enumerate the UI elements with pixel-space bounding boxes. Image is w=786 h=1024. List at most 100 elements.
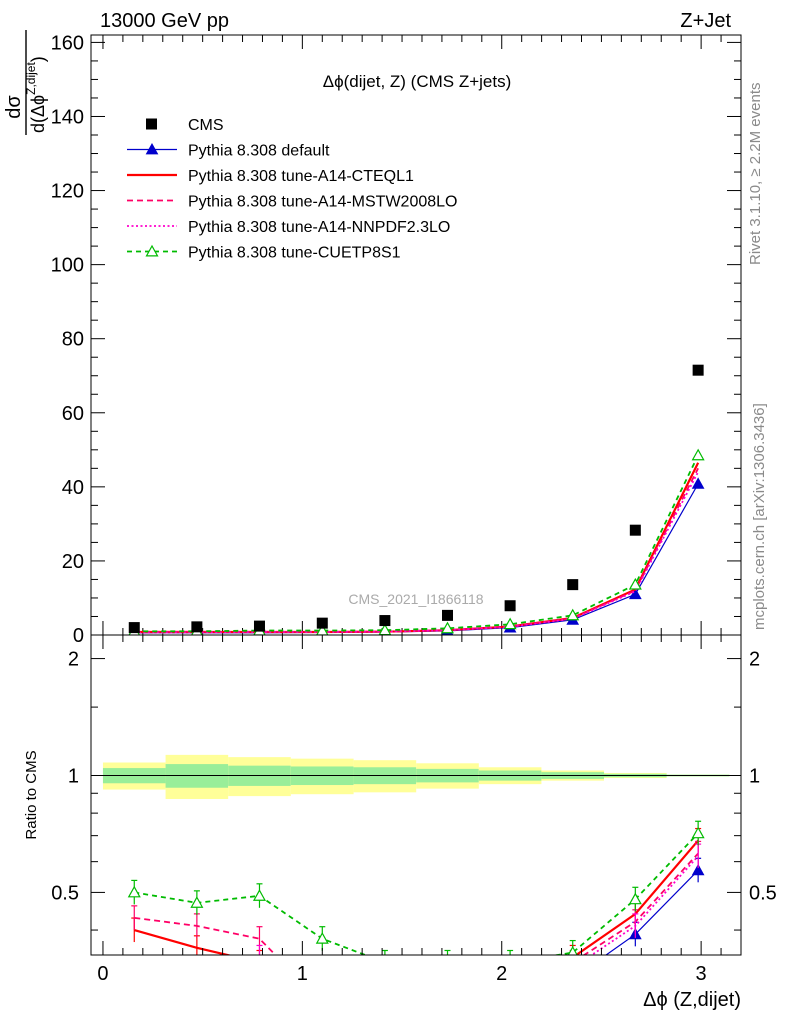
legend-marker-data <box>146 118 157 130</box>
ratio-ylabel: Ratio to CMS <box>23 750 40 839</box>
ratio-series-Pythia 8.308 tune-A14-CTEQL1 <box>131 827 702 955</box>
header-left: 13000 GeV pp <box>100 10 229 32</box>
ratio-series <box>127 820 705 1014</box>
ratio-point <box>191 991 202 1001</box>
ratio-line <box>133 839 699 955</box>
legend-marker <box>145 142 159 155</box>
series-point <box>440 621 455 634</box>
series-line <box>134 467 699 633</box>
legend: CMS Pythia 8.308 default Pythia 8.308 tune… <box>127 117 457 262</box>
ratio-point <box>567 973 578 983</box>
ratio-ytick-label-right: 1 <box>749 765 760 787</box>
ytick-label: 140 <box>51 106 84 128</box>
ratio-line <box>134 852 699 955</box>
ratio-series-Pythia 8.308 tune-A14-NNPDF2.3LO <box>256 843 702 955</box>
ratio-point <box>442 957 453 967</box>
data-point <box>504 600 516 612</box>
ytick-label: 60 <box>62 403 84 425</box>
ytick-label: 100 <box>51 255 84 277</box>
series-point <box>691 448 705 461</box>
ratio-point <box>190 896 204 908</box>
ylabel-close-text: ) <box>28 56 48 62</box>
series-line <box>134 483 699 634</box>
ratio-point <box>505 1004 516 1014</box>
ratio-line <box>605 869 699 955</box>
series-point <box>628 587 642 600</box>
series-point <box>503 617 517 630</box>
data-point <box>629 524 641 536</box>
mcplots-label: mcplots.cern.ch [arXiv:1306.3436] <box>751 403 768 630</box>
rivet-label: Rivet 3.1.10, ≥ 2.2M events <box>747 83 764 266</box>
analysis-label: CMS_2021_I1866118 <box>348 591 483 607</box>
series-point <box>566 608 580 621</box>
series-line <box>134 471 699 634</box>
ratio-series-Pythia 8.308 tune-A14-MSTW2008LO <box>131 840 702 955</box>
main-xticks <box>102 35 742 635</box>
xtick-label: 0 <box>97 963 108 985</box>
data-point <box>128 622 140 634</box>
ytick-label: 20 <box>62 551 84 573</box>
legend-label: Pythia 8.308 tune-A14-NNPDF2.3LO <box>188 219 450 236</box>
legend-label: Pythia 8.308 tune-CUETP8S1 <box>188 245 401 262</box>
ylabel-den-text: d(Δϕ <box>28 95 48 133</box>
ratio-xticks: 0 1 2 3 <box>97 635 742 985</box>
main-plot: 0 20 40 60 80 100 120 140 160 Δϕ(dijet, Z) (CMS … <box>51 32 742 647</box>
ratio-line <box>590 855 699 955</box>
ratio-ytick-label: 1 <box>68 765 79 787</box>
series-point <box>691 477 705 489</box>
ytick-label: 120 <box>51 181 84 203</box>
series-point <box>628 577 642 590</box>
main-series <box>128 364 705 635</box>
ratio-band <box>91 754 741 799</box>
legend-label: Pythia 8.308 default <box>188 143 330 160</box>
ratio-point <box>628 892 642 905</box>
ytick-label: 0 <box>73 625 84 647</box>
ratio-yticks: 0.5 0.5 1 1 2 2 <box>51 649 777 931</box>
data-point <box>692 364 704 376</box>
xtick-label: 2 <box>496 963 507 985</box>
ratio-point <box>254 1004 265 1014</box>
ratio-point <box>127 885 141 898</box>
ratio-series-Pythia 8.308 default <box>129 857 705 1014</box>
series-Pythia 8.308 default <box>129 477 705 635</box>
data-point <box>316 617 328 629</box>
ratio-series-Pythia 8.308 tune-CUETP8S1 <box>127 820 705 967</box>
legend-label-data: CMS <box>188 117 224 134</box>
ylabel-numerator: dσ <box>3 95 25 119</box>
ratio-point <box>252 889 267 901</box>
ytick-label: 80 <box>62 329 84 351</box>
ratio-ytick-label-right: 2 <box>749 649 760 671</box>
legend-label: Pythia 8.308 tune-A14-CTEQL1 <box>188 168 414 185</box>
data-point <box>191 621 203 633</box>
ratio-plot: Ratio to CMS 0.5 0.5 1 1 2 2 0 1 2 3 <box>23 634 777 1014</box>
data-point <box>442 609 454 621</box>
legend-marker <box>145 244 159 257</box>
ratio-point <box>691 863 705 876</box>
ratio-ytick-label: 2 <box>68 649 79 671</box>
main-ylabel: dσ d(ΔϕZ,dijet) <box>3 30 48 135</box>
main-yticks: 0 20 40 60 80 100 120 140 160 <box>51 32 741 647</box>
series-Pythia 8.308 tune-A14-NNPDF2.3LO <box>134 471 699 634</box>
series-Pythia 8.308 tune-CUETP8S1 <box>128 448 705 635</box>
x-axis-label: Δϕ (Z,dijet) <box>643 989 741 1011</box>
ratio-point <box>315 931 329 944</box>
ratio-point <box>567 945 578 955</box>
main-title: Δϕ(dijet, Z) (CMS Z+jets) <box>323 72 512 91</box>
data-point <box>379 615 391 627</box>
ratio-line <box>134 832 699 955</box>
ratio-ytick-label-right: 0.5 <box>749 882 777 904</box>
ratio-ytick-label: 0.5 <box>51 882 79 904</box>
ratio-point <box>379 957 390 967</box>
data-point <box>567 579 579 591</box>
data-point <box>253 620 265 632</box>
series-line <box>134 454 699 633</box>
series-Pythia 8.308 tune-A14-MSTW2008LO <box>134 467 699 633</box>
ratio-point <box>129 973 140 983</box>
ytick-label: 40 <box>62 477 84 499</box>
ylabel-sup-text: Z,dijet <box>24 62 38 95</box>
ytick-label: 160 <box>51 32 84 54</box>
ratio-point <box>691 826 705 839</box>
ylabel-denominator: d(ΔϕZ,dijet) <box>24 56 48 133</box>
ratio-frame <box>90 634 742 956</box>
